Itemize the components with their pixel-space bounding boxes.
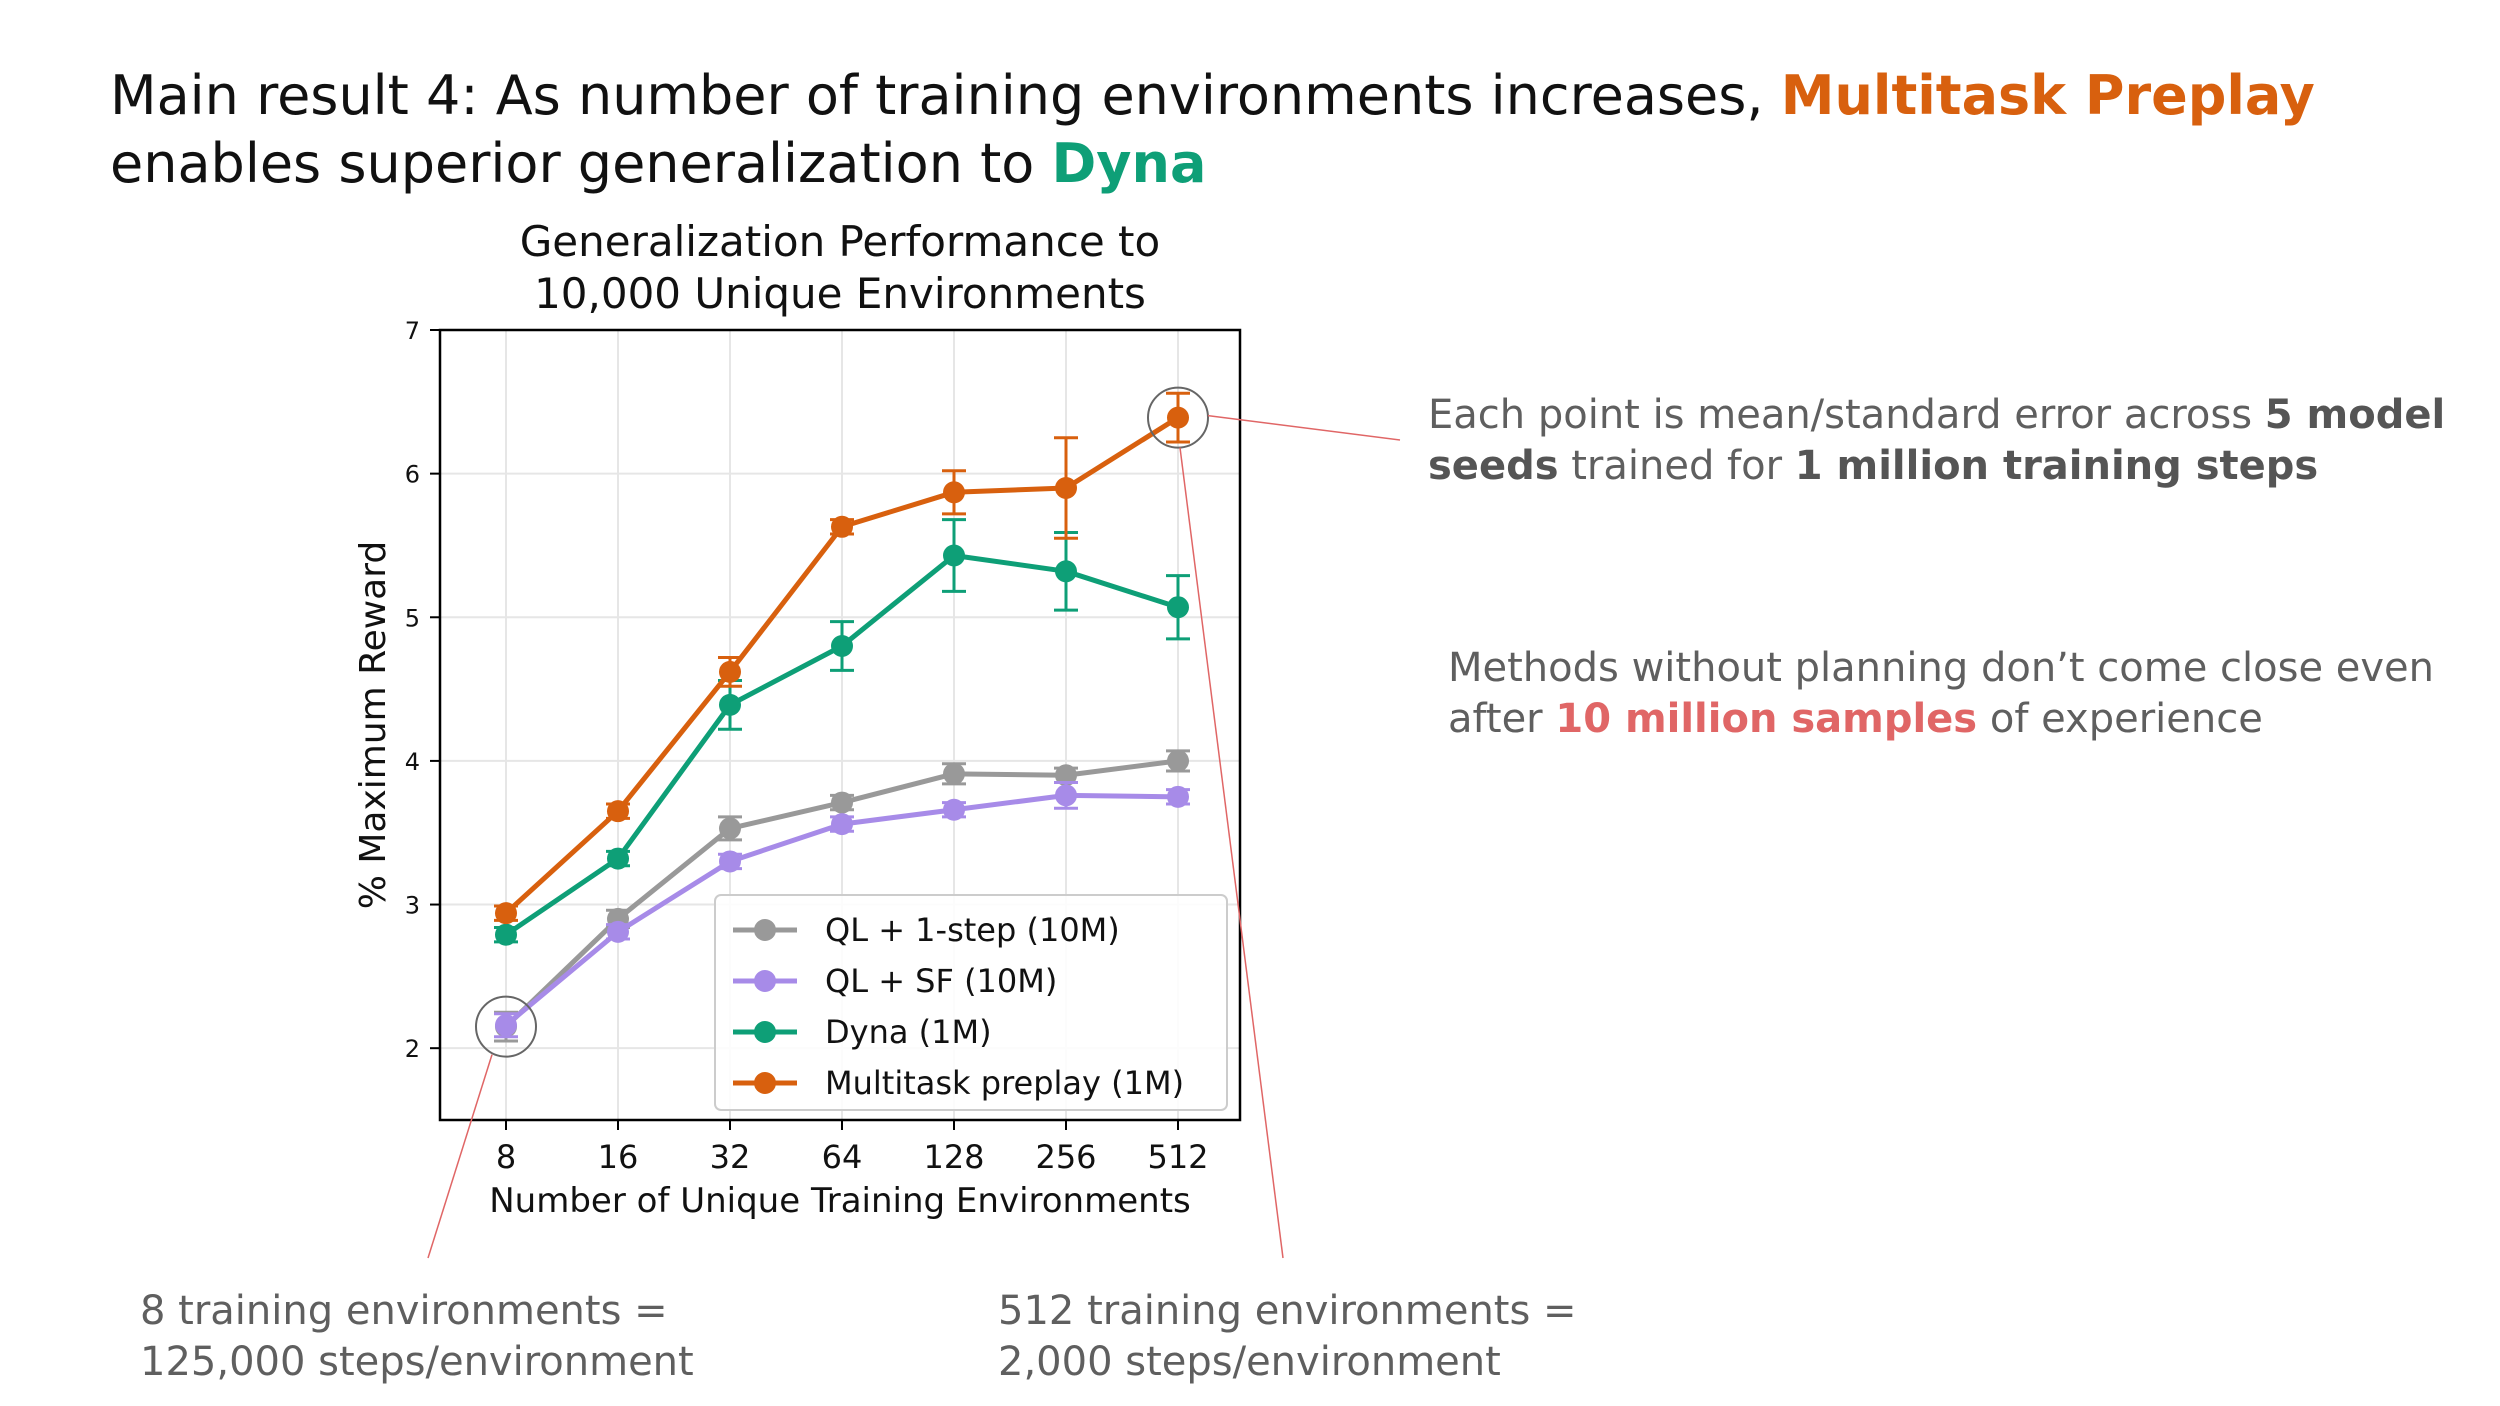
legend-label: Dyna (1M) [825, 1013, 992, 1051]
legend-label: Multitask preplay (1M) [825, 1064, 1184, 1102]
data-point [1167, 406, 1189, 429]
data-point [719, 693, 741, 716]
data-point [1167, 785, 1189, 808]
data-point [1055, 560, 1077, 583]
low-env-note-line-2: 125,000 steps/environment [140, 1339, 694, 1385]
chart-title-line: 10,000 Unique Environments [534, 269, 1146, 318]
series [494, 391, 1190, 1043]
annotations [427, 386, 1401, 1259]
data-point [607, 920, 629, 943]
low-env-note: 8 training environments = 125,000 steps/… [140, 1286, 840, 1388]
x-tick-label: 512 [1147, 1138, 1208, 1176]
y-tick-label: 5 [405, 604, 420, 632]
leader-line-high-bottom [1179, 447, 1284, 1259]
data-point [719, 850, 741, 873]
leader-line-high-right [1207, 414, 1401, 441]
data-point [943, 544, 965, 567]
series-multitask-preplay-1m [494, 391, 1190, 925]
x-tick-label: 32 [710, 1138, 751, 1176]
data-point [495, 923, 517, 946]
legend: QL + 1-step (10M) QL + SF (10M) Dyna (1M) M… [714, 894, 1228, 1111]
y-axis-label: % Maximum Reward [353, 541, 394, 910]
data-point [943, 798, 965, 821]
high-env-note-line-2: 2,000 steps/environment [998, 1339, 1501, 1385]
slide-title: Main result 4: As number of training env… [110, 62, 2470, 198]
legend-label: QL + SF (10M) [825, 962, 1057, 1000]
y-tick-label: 2 [405, 1035, 420, 1063]
legend-swatch-marker [754, 970, 776, 992]
data-point [831, 635, 853, 657]
data-point [719, 817, 741, 840]
legend-swatch-marker [754, 1021, 776, 1043]
x-tick-label: 8 [496, 1138, 516, 1176]
title-method-multitask-preplay: Multitask Preplay [1780, 64, 2315, 127]
y-tick-label: 3 [405, 892, 420, 920]
data-point [831, 813, 853, 836]
planning-note-text-2: of experience [1989, 696, 2263, 742]
data-point [831, 791, 853, 814]
data-point [719, 660, 741, 683]
x-tick-label: 256 [1035, 1138, 1096, 1176]
data-point [1055, 784, 1077, 807]
data-point [1167, 596, 1189, 619]
title-method-dyna: Dyna [1051, 132, 1207, 195]
y-tick-label: 6 [405, 461, 420, 489]
low-env-note-line-1: 8 training environments = [140, 1288, 668, 1334]
data-point [943, 762, 965, 785]
x-axis-label: Number of Unique Training Environments [489, 1181, 1190, 1221]
high-env-note: 512 training environments = 2,000 steps/… [998, 1286, 1698, 1388]
seeds-note: Each point is mean/standard error across… [1428, 390, 2458, 492]
planning-note-bold: 10 million samples [1555, 696, 1978, 742]
data-point [943, 481, 965, 504]
chart-text: 8 16 32 64 128 256 512 2 3 4 5 6 7 Generalization Per… [353, 217, 1209, 1221]
title-prefix: Main result 4: As number of training env… [110, 64, 1764, 127]
highlight-circle-8-environments [475, 995, 537, 1058]
seeds-note-bold-1: 5 model seeds [1428, 392, 2446, 489]
title-middle: enables superior generalization to [110, 132, 1035, 195]
high-env-note-line-1: 512 training environments = [998, 1288, 1577, 1334]
data-point [495, 902, 517, 925]
data-point [495, 1014, 517, 1037]
highlight-circle-512-environments [1147, 386, 1209, 449]
y-tick-label: 4 [405, 748, 420, 776]
y-tick-label: 7 [405, 317, 420, 345]
legend-label: QL + 1-step (10M) [825, 911, 1120, 949]
series-ql-sf-10m [494, 780, 1190, 1039]
data-point [831, 515, 853, 538]
legend-box [714, 894, 1228, 1111]
seeds-note-bold-2: 1 million training steps [1794, 443, 2319, 489]
x-tick-label: 128 [923, 1138, 984, 1176]
data-point [607, 800, 629, 823]
planning-note-text-1: Methods without planning don’t come clos… [1448, 645, 2435, 742]
data-point [607, 847, 629, 870]
x-tick-label: 16 [598, 1138, 639, 1176]
legend-swatch-marker [754, 1072, 776, 1094]
x-tick-label: 64 [822, 1138, 863, 1176]
data-point [1055, 764, 1077, 787]
seeds-note-text-1: Each point is mean/standard error across [1428, 392, 2253, 438]
axes [430, 328, 1242, 1130]
legend-swatch-marker [754, 919, 776, 941]
data-point [1167, 749, 1189, 772]
series-dyna-1m [494, 518, 1190, 946]
chart-title-line: Generalization Performance to [520, 217, 1160, 266]
data-point [1055, 477, 1077, 499]
planning-note: Methods without planning don’t come clos… [1448, 643, 2458, 745]
seeds-note-text-2: trained for [1571, 443, 1783, 489]
leader-line-low [427, 1054, 493, 1259]
plot-frame [438, 328, 1242, 1122]
